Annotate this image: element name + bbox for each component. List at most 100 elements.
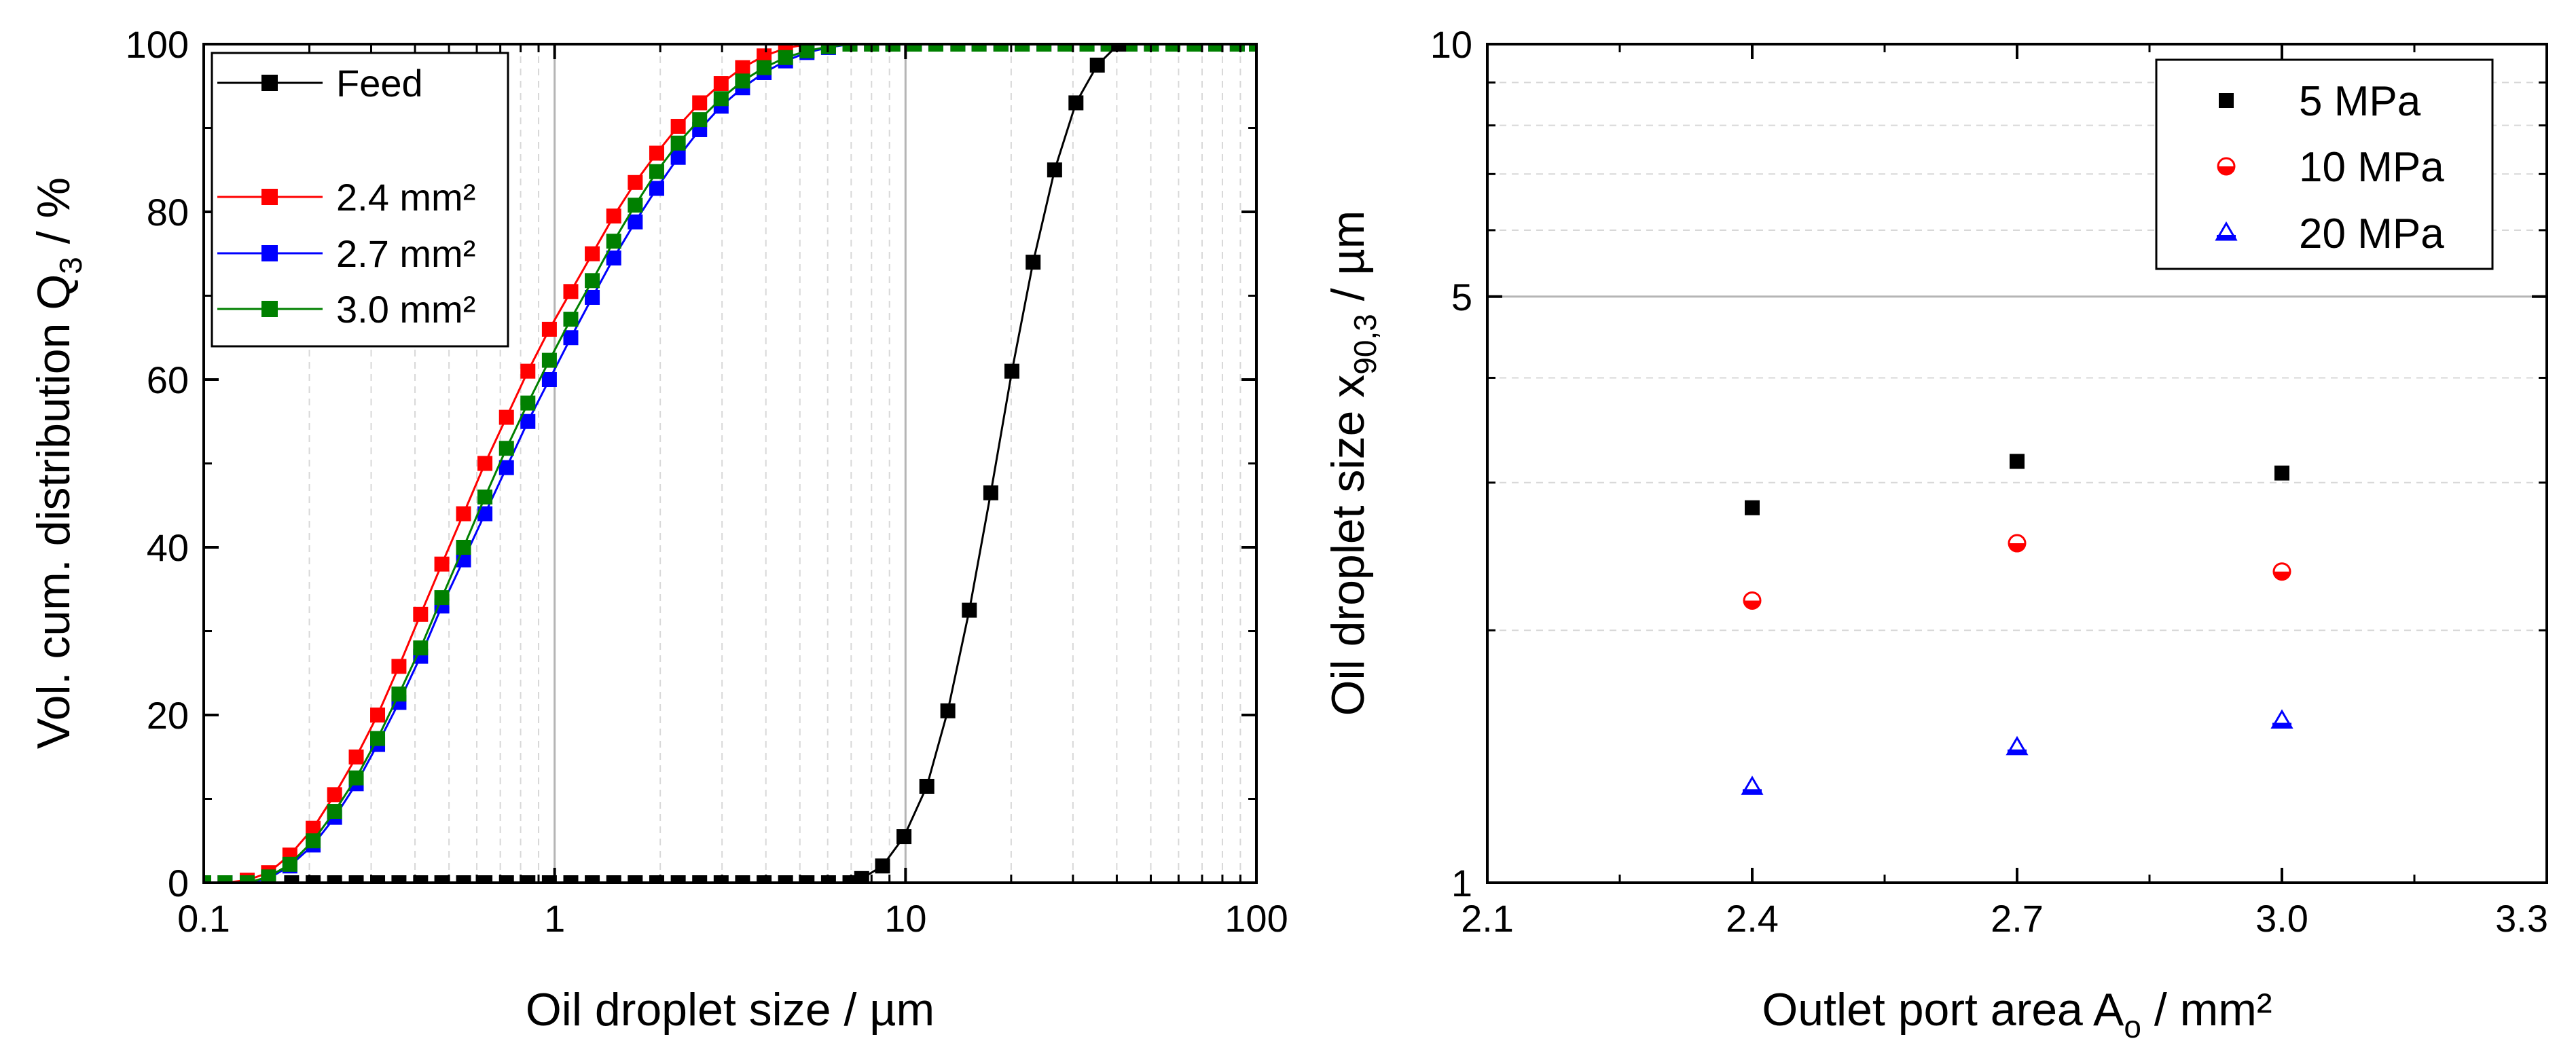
data-point xyxy=(692,95,708,111)
data-point xyxy=(2008,534,2027,553)
data-point xyxy=(239,875,255,883)
data-point xyxy=(456,875,471,883)
data-point xyxy=(649,145,664,161)
data-point xyxy=(757,60,772,75)
data-point xyxy=(1057,44,1073,52)
data-point xyxy=(713,91,729,107)
data-point xyxy=(842,875,858,883)
data-point xyxy=(628,175,643,190)
series-line xyxy=(204,44,1256,883)
data-point xyxy=(649,181,664,196)
data-point xyxy=(1100,44,1116,52)
data-point xyxy=(1111,44,1127,52)
data-point xyxy=(563,875,579,883)
data-point xyxy=(1122,44,1138,52)
legend: 5 MPa 10 MPa 20 MPa xyxy=(2155,58,2494,270)
y-tick-label: 10 xyxy=(1430,23,1472,66)
legend-label: 2.7 mm² xyxy=(336,232,475,275)
data-point xyxy=(993,44,1009,52)
series-line xyxy=(291,44,1120,883)
data-point xyxy=(1743,591,1762,610)
data-point xyxy=(2270,709,2293,729)
data-point xyxy=(413,875,429,883)
legend-marker xyxy=(2219,93,2234,108)
data-point xyxy=(1186,44,1202,52)
data-point xyxy=(306,833,321,849)
legend-label: Feed xyxy=(336,62,423,105)
data-point xyxy=(348,875,364,883)
data-point xyxy=(498,441,514,456)
data-point xyxy=(842,44,858,52)
y-axis-label: Vol. cum. distribution Q3 / % xyxy=(28,177,88,749)
data-point xyxy=(370,708,386,722)
legend-box xyxy=(2155,58,2494,270)
legend-marker xyxy=(2215,221,2238,241)
x-tick-label: 2.7 xyxy=(1991,897,2044,940)
data-point xyxy=(962,602,977,618)
axes: 0.1 1 10 100 0 20 40 60 80 100 xyxy=(126,23,1288,940)
data-point xyxy=(327,804,342,820)
data-point xyxy=(1208,44,1224,52)
data-point xyxy=(670,119,686,134)
data-point xyxy=(1004,363,1019,379)
y-tick-label: 1 xyxy=(1451,862,1472,904)
data-point xyxy=(217,875,233,883)
data-point xyxy=(1015,44,1030,52)
data-point xyxy=(628,198,643,213)
data-point xyxy=(692,875,708,883)
y-tick-label: 5 xyxy=(1451,276,1472,318)
data-point xyxy=(498,409,514,425)
legend-box xyxy=(211,52,509,348)
data-point xyxy=(2010,454,2025,469)
data-point xyxy=(520,414,536,429)
data-point xyxy=(456,540,471,555)
data-point xyxy=(477,506,493,521)
data-point xyxy=(541,352,557,368)
x-tick-label: 10 xyxy=(884,897,926,940)
data-point xyxy=(896,829,912,845)
data-point xyxy=(735,73,750,89)
x-axis-label: Oil droplet size / µm xyxy=(526,984,935,1036)
x-axis-label: Outlet port area Ao / mm² xyxy=(1762,984,2272,1044)
data-point xyxy=(940,703,956,718)
data-point xyxy=(204,875,211,883)
data-point xyxy=(520,363,536,379)
droplet-size-chart: 1 5 10 2.1 2.4 2.7 3.0 3.3 Outlet port area Ao … xyxy=(1322,23,2548,1044)
data-point xyxy=(735,875,750,883)
data-point xyxy=(628,214,643,230)
data-point xyxy=(950,44,966,52)
data-point xyxy=(327,787,342,803)
data-point xyxy=(563,330,579,346)
data-point xyxy=(306,820,321,836)
data-point xyxy=(585,289,600,305)
series-feed xyxy=(284,44,1127,883)
series-layer xyxy=(1741,454,2293,795)
data-point xyxy=(541,875,557,883)
x-tick-label: 3.3 xyxy=(2495,897,2548,940)
data-point xyxy=(713,76,729,92)
legend-marker xyxy=(2217,157,2236,176)
data-point xyxy=(541,372,557,387)
data-point xyxy=(606,234,621,249)
data-point xyxy=(563,312,579,327)
series-20-mpa xyxy=(1741,709,2293,795)
data-point xyxy=(692,112,708,128)
series-10-mpa xyxy=(1743,534,2291,610)
data-point xyxy=(919,778,935,794)
data-point xyxy=(541,321,557,337)
legend-marker xyxy=(261,189,278,205)
data-point xyxy=(670,149,686,165)
y-axis-label: Oil droplet size x90,3 / µm xyxy=(1322,210,1383,716)
y-tick-label: 20 xyxy=(147,694,189,737)
y-tick-label: 60 xyxy=(147,359,189,401)
series-5-mpa xyxy=(1745,454,2289,515)
data-point xyxy=(520,395,536,411)
data-point xyxy=(348,749,364,765)
data-point xyxy=(327,875,342,883)
x-tick-label: 1 xyxy=(544,897,565,940)
data-point xyxy=(520,875,536,883)
legend-label: 10 MPa xyxy=(2299,144,2444,191)
data-point xyxy=(391,659,407,674)
data-point xyxy=(585,246,600,261)
data-point xyxy=(670,875,686,883)
